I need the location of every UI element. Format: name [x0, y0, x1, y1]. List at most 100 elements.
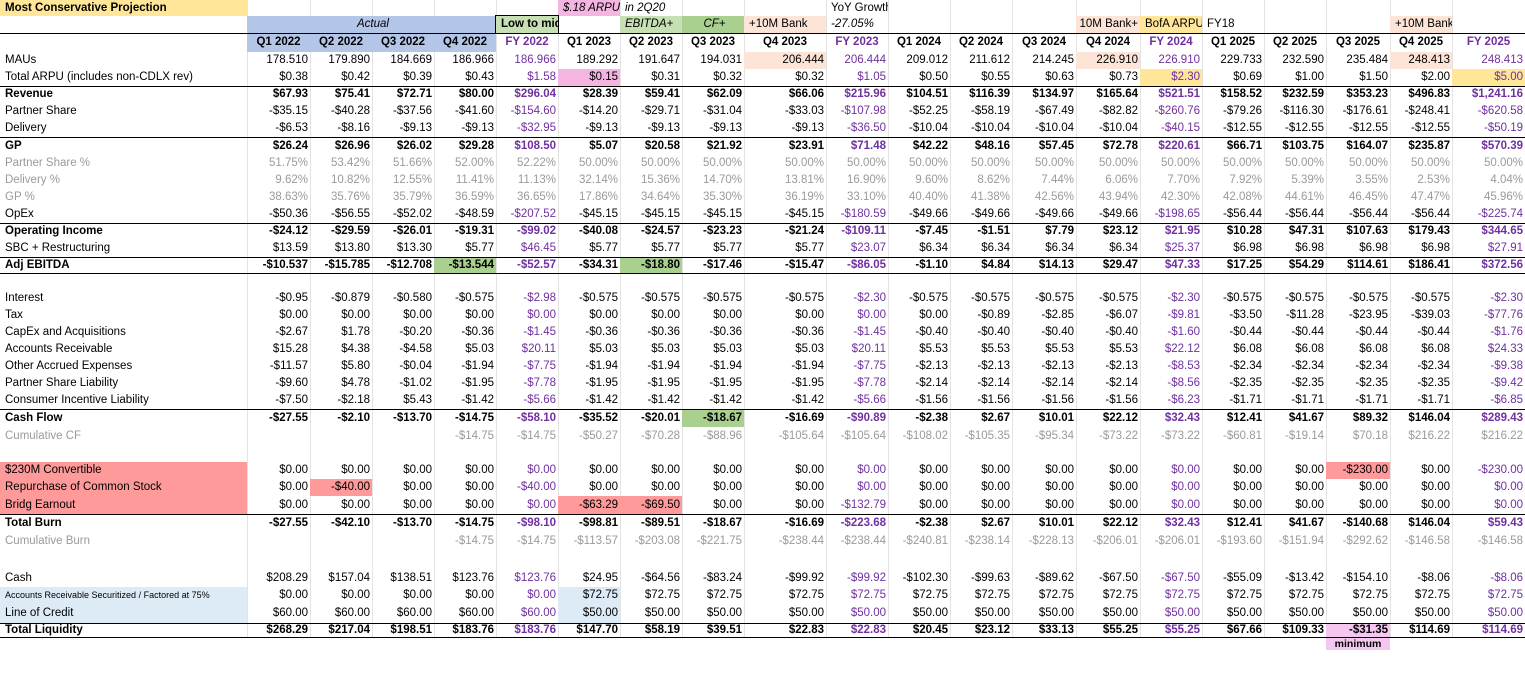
- table-cell[interactable]: 52.22%: [516, 157, 556, 169]
- table-cell[interactable]: $0.00: [857, 309, 886, 321]
- table-cell[interactable]: $50.00: [1288, 607, 1324, 619]
- table-cell[interactable]: 42.56%: [1034, 191, 1074, 203]
- table-cell[interactable]: $0.00: [919, 309, 948, 321]
- table-cell[interactable]: -$154.60: [510, 105, 556, 117]
- banner-label[interactable]: BofA ARPU: [1140, 16, 1202, 33]
- banner-label[interactable]: +10M Bank: [1076, 16, 1140, 33]
- table-cell[interactable]: $0.00: [279, 464, 308, 476]
- table-cell[interactable]: -$105.64: [778, 430, 824, 442]
- table-cell[interactable]: 38.63%: [268, 191, 308, 203]
- row-label[interactable]: Other Accrued Expenses: [5, 360, 133, 372]
- table-cell[interactable]: $17.25: [1226, 259, 1262, 271]
- table-cell[interactable]: -$40.15: [1160, 122, 1200, 134]
- table-cell[interactable]: 50.00%: [1034, 157, 1074, 169]
- table-cell[interactable]: $103.75: [1282, 140, 1324, 152]
- column-header[interactable]: Q2 2025: [1272, 36, 1318, 48]
- table-cell[interactable]: -$83.24: [702, 572, 742, 584]
- table-cell[interactable]: $0.00: [403, 464, 432, 476]
- table-cell[interactable]: -$10.04: [908, 122, 948, 134]
- table-cell[interactable]: -$39.03: [1410, 309, 1450, 321]
- table-cell[interactable]: $21.92: [706, 140, 742, 152]
- table-cell[interactable]: -$221.75: [696, 535, 742, 547]
- table-cell[interactable]: $198.51: [390, 624, 432, 636]
- table-cell[interactable]: -$14.75: [454, 517, 494, 529]
- table-cell[interactable]: $5.00: [1452, 69, 1525, 86]
- table-cell[interactable]: $1,241.16: [1471, 88, 1523, 100]
- table-cell[interactable]: 7.70%: [1167, 174, 1200, 186]
- table-cell[interactable]: $0.00: [465, 589, 494, 601]
- table-cell[interactable]: -$9.42: [1490, 377, 1523, 389]
- table-cell[interactable]: -$7.45: [915, 225, 948, 237]
- table-cell[interactable]: -$1.56: [977, 394, 1010, 406]
- table-cell[interactable]: $146.04: [1408, 517, 1450, 529]
- table-cell[interactable]: -$1.71: [1355, 394, 1388, 406]
- table-cell[interactable]: $5.43: [403, 394, 432, 406]
- row-label[interactable]: Cumulative Burn: [5, 535, 91, 547]
- table-cell[interactable]: $216.22: [1481, 430, 1523, 442]
- table-cell[interactable]: 50.00%: [970, 157, 1010, 169]
- table-cell[interactable]: 5.39%: [1291, 174, 1324, 186]
- table-cell[interactable]: -$198.65: [1154, 208, 1200, 220]
- row-label[interactable]: Line of Credit: [0, 604, 247, 623]
- table-cell[interactable]: -$1.94: [647, 360, 680, 372]
- table-cell[interactable]: $50.00: [1164, 607, 1200, 619]
- table-cell[interactable]: -$7.78: [853, 377, 886, 389]
- table-cell[interactable]: $5.53: [1109, 343, 1138, 355]
- table-cell[interactable]: -$0.44: [1229, 326, 1262, 338]
- table-cell[interactable]: $0.32: [713, 71, 742, 83]
- table-cell[interactable]: -$14.75: [454, 535, 494, 547]
- table-cell[interactable]: $215.96: [844, 88, 886, 100]
- table-cell[interactable]: -$7.50: [275, 394, 308, 406]
- table-cell[interactable]: -$7.75: [523, 360, 556, 372]
- table-cell[interactable]: -$0.575: [1222, 292, 1262, 304]
- table-cell[interactable]: -$45.15: [640, 208, 680, 220]
- table-cell[interactable]: -$2.13: [915, 360, 948, 372]
- table-cell[interactable]: -$1.95: [647, 377, 680, 389]
- row-label[interactable]: Accounts Receivable: [5, 343, 113, 355]
- table-cell[interactable]: -$2.13: [1041, 360, 1074, 372]
- table-cell[interactable]: $1.05: [857, 71, 886, 83]
- table-cell[interactable]: -$14.75: [516, 430, 556, 442]
- table-cell[interactable]: -$140.68: [1342, 517, 1388, 529]
- column-header[interactable]: FY 2023: [835, 36, 879, 48]
- table-cell[interactable]: $217.04: [328, 624, 370, 636]
- table-cell[interactable]: $114.61: [1347, 259, 1388, 271]
- table-cell[interactable]: $28.39: [582, 88, 618, 100]
- table-cell[interactable]: -$105.35: [964, 430, 1010, 442]
- table-cell[interactable]: -$0.89: [977, 309, 1010, 321]
- table-cell[interactable]: 2.53%: [1417, 174, 1450, 186]
- table-cell[interactable]: -$13.544: [434, 257, 496, 274]
- table-cell[interactable]: $1.58: [527, 71, 556, 83]
- table-cell[interactable]: $4.78: [341, 377, 370, 389]
- table-cell[interactable]: $0.00: [919, 499, 948, 511]
- column-header[interactable]: Q3 2022: [372, 33, 434, 52]
- table-cell[interactable]: $41.67: [1288, 517, 1324, 529]
- table-cell[interactable]: $72.75: [1164, 589, 1200, 601]
- table-cell[interactable]: -$13.42: [1284, 572, 1324, 584]
- table-cell[interactable]: $1.78: [341, 326, 370, 338]
- banner-label[interactable]: +10M Bank: [1390, 16, 1452, 33]
- table-cell[interactable]: 32.14%: [578, 174, 618, 186]
- table-cell[interactable]: -$0.36: [791, 326, 824, 338]
- table-cell[interactable]: -$40.08: [578, 225, 618, 237]
- banner-label[interactable]: Low to mid single digit EBITDA loss: [495, 15, 559, 34]
- table-cell[interactable]: 186.966: [514, 54, 556, 66]
- table-cell[interactable]: 43.94%: [1098, 191, 1138, 203]
- table-cell[interactable]: -$2.34: [1417, 360, 1450, 372]
- table-cell[interactable]: $29.47: [1102, 259, 1138, 271]
- table-cell[interactable]: $60.00: [272, 607, 308, 619]
- table-cell[interactable]: $232.59: [1282, 88, 1324, 100]
- table-cell[interactable]: $0.00: [919, 464, 948, 476]
- table-cell[interactable]: -$0.575: [970, 292, 1010, 304]
- table-cell[interactable]: $0.00: [465, 481, 494, 493]
- table-cell[interactable]: 8.62%: [977, 174, 1010, 186]
- table-cell[interactable]: -$1.95: [585, 377, 618, 389]
- table-cell[interactable]: $0.00: [651, 309, 680, 321]
- table-cell[interactable]: -$1.71: [1291, 394, 1324, 406]
- table-cell[interactable]: $147.70: [576, 624, 618, 636]
- table-cell[interactable]: -$99.92: [784, 572, 824, 584]
- table-cell[interactable]: $0.32: [795, 71, 824, 83]
- table-cell[interactable]: 226.910: [1158, 54, 1200, 66]
- table-cell[interactable]: -$49.66: [1098, 208, 1138, 220]
- column-header[interactable]: Q3 2024: [1021, 36, 1067, 48]
